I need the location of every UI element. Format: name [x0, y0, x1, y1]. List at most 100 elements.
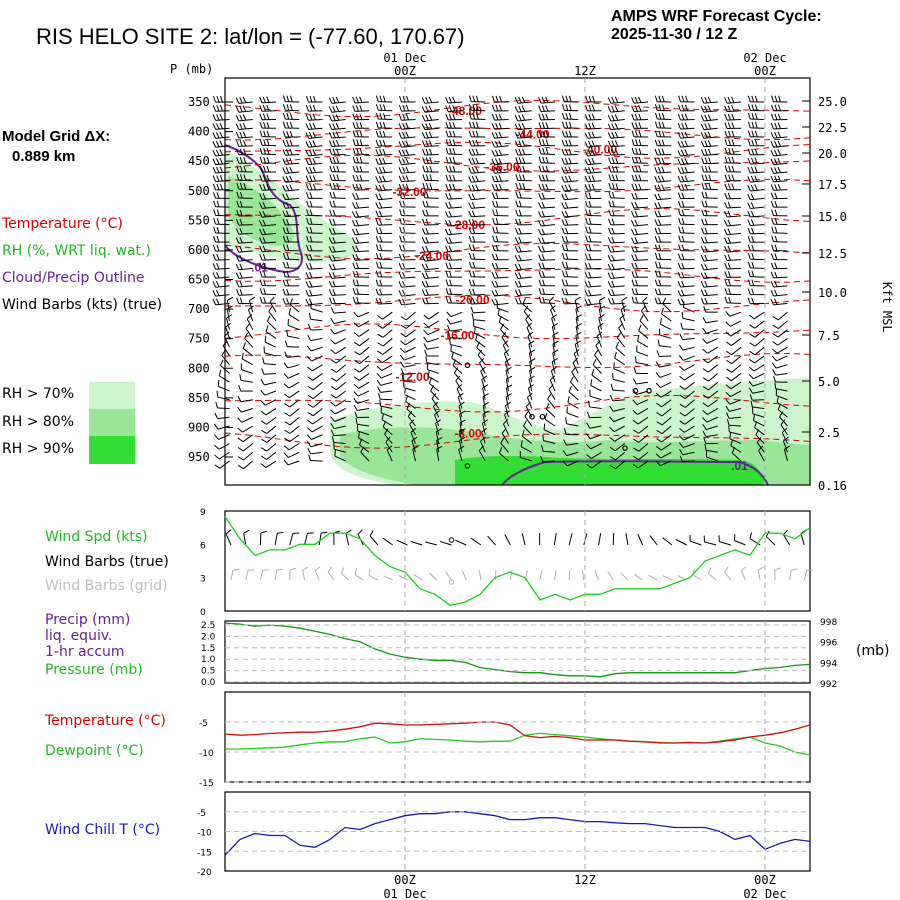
wind-barb-feather — [481, 427, 488, 433]
wind-barb-feather — [329, 209, 333, 217]
wind-barb-feather — [678, 442, 684, 448]
wind-barb-feather — [772, 348, 778, 354]
wind-barb — [404, 355, 416, 361]
wind-barb-feather — [563, 428, 567, 435]
wind-barb — [731, 346, 742, 356]
wind-barb-grid-feather — [724, 566, 729, 573]
wind-barb-feather — [591, 131, 595, 138]
wind-barb-feather — [306, 200, 309, 207]
wind-barb-feather — [399, 209, 402, 216]
wind-barb — [381, 364, 393, 371]
wind-barb-feather — [681, 271, 685, 278]
wind-barb-feather — [551, 314, 558, 319]
wind-barb — [773, 294, 788, 297]
wind-barb-feather — [727, 113, 731, 121]
wind-barb-feather — [678, 200, 681, 208]
wind-barb-feather — [375, 279, 379, 286]
wind-barb-true-feather — [345, 529, 352, 534]
wind-barb — [752, 381, 765, 387]
wind-barb-feather — [216, 132, 220, 139]
wind-barb-feather — [611, 254, 615, 261]
wind-barb-feather — [305, 183, 309, 191]
wind-barb-feather — [452, 359, 457, 366]
wind-barb — [529, 370, 533, 383]
wind-barb-feather — [568, 184, 572, 191]
wind-barb — [773, 189, 788, 191]
wind-barb-feather — [707, 114, 712, 121]
wind-barb-feather — [635, 147, 638, 155]
cloud-outline-lower — [501, 460, 769, 486]
wind-barb — [564, 197, 579, 201]
wind-barb-feather — [382, 184, 386, 191]
wind-barb-feather — [731, 148, 735, 155]
wind-barb-feather — [521, 105, 526, 112]
wind-barb — [452, 365, 463, 374]
wind-barb-feather — [565, 130, 569, 138]
wind-barb — [680, 302, 695, 306]
wind-barb-feather — [749, 394, 753, 401]
wind-barb-feather — [261, 438, 268, 443]
wind-barb-feather — [286, 218, 290, 226]
wind-barb — [494, 294, 509, 297]
wind-barb-feather — [677, 167, 682, 174]
wind-barb-feather — [515, 218, 519, 226]
wind-barb — [494, 276, 509, 279]
wind-barb-feather — [751, 139, 755, 146]
wind-barb-feather — [565, 112, 569, 120]
wind-barb-feather — [681, 192, 685, 199]
wind-barb-feather — [242, 122, 247, 130]
wind-barb-grid-feather — [276, 568, 284, 571]
wind-barb-feather — [375, 176, 379, 183]
wind-barb-feather — [266, 139, 270, 146]
wind-barb-feather — [216, 390, 219, 398]
wind-barb — [217, 416, 230, 420]
wind-barb-feather — [724, 174, 728, 181]
wind-barb-feather — [771, 209, 774, 216]
wind-barb-feather — [588, 218, 592, 225]
wind-barb-true — [598, 533, 602, 546]
wind-barb-feather — [468, 297, 472, 305]
wind-barb — [552, 335, 556, 348]
wind-barb-feather — [235, 237, 240, 244]
wind-barb-feather — [495, 122, 499, 130]
wind-barb-feather — [212, 298, 217, 306]
chart-title: RIS HELO SITE 2: lat/lon = (-77.60, 170.… — [36, 24, 465, 49]
wind-barb-feather — [312, 113, 316, 121]
wind-barb-feather — [771, 217, 774, 225]
wind-barb — [564, 215, 579, 218]
wind-barb-feather — [286, 112, 290, 120]
wind-barb — [385, 441, 393, 453]
wind-barb-feather — [774, 235, 778, 242]
wind-barb-feather — [375, 288, 379, 296]
wind-barb-feather — [376, 365, 383, 371]
wind-barb-grid — [708, 573, 717, 581]
temperature-contour-line — [224, 242, 811, 260]
wind-barb-feather — [568, 148, 572, 155]
wind-barb-feather — [544, 413, 548, 420]
wind-barb-feather — [655, 460, 661, 466]
wind-barb-feather — [306, 356, 313, 362]
wind-barb-feather — [472, 130, 476, 138]
wind-barb-feather — [376, 372, 382, 379]
wind-barb — [637, 408, 649, 415]
wind-barb-feather — [249, 296, 255, 302]
wind-barb-feather — [528, 384, 534, 389]
wind-barb — [639, 320, 649, 331]
wind-barb-feather — [399, 217, 402, 225]
wind-barb-feather — [631, 147, 635, 155]
wind-barb-feather — [538, 262, 542, 269]
wind-barb-feather — [702, 409, 708, 415]
wind-barb — [424, 294, 439, 296]
wind-barb-feather — [284, 412, 291, 417]
wind-barb-feather — [263, 279, 266, 286]
wind-barb-feather — [633, 455, 639, 461]
wind-barb-feather — [521, 122, 526, 130]
wind-barb-feather — [631, 262, 635, 270]
wind-barb-feather — [515, 209, 519, 216]
wind-barb-feather — [286, 227, 290, 234]
wind-barb-feather — [587, 149, 592, 156]
wind-barb-feather — [306, 209, 309, 216]
forecast-cycle-label: AMPS WRF Forecast Cycle: — [611, 8, 822, 25]
wind-barb — [431, 398, 440, 409]
wind-barb — [240, 399, 253, 403]
